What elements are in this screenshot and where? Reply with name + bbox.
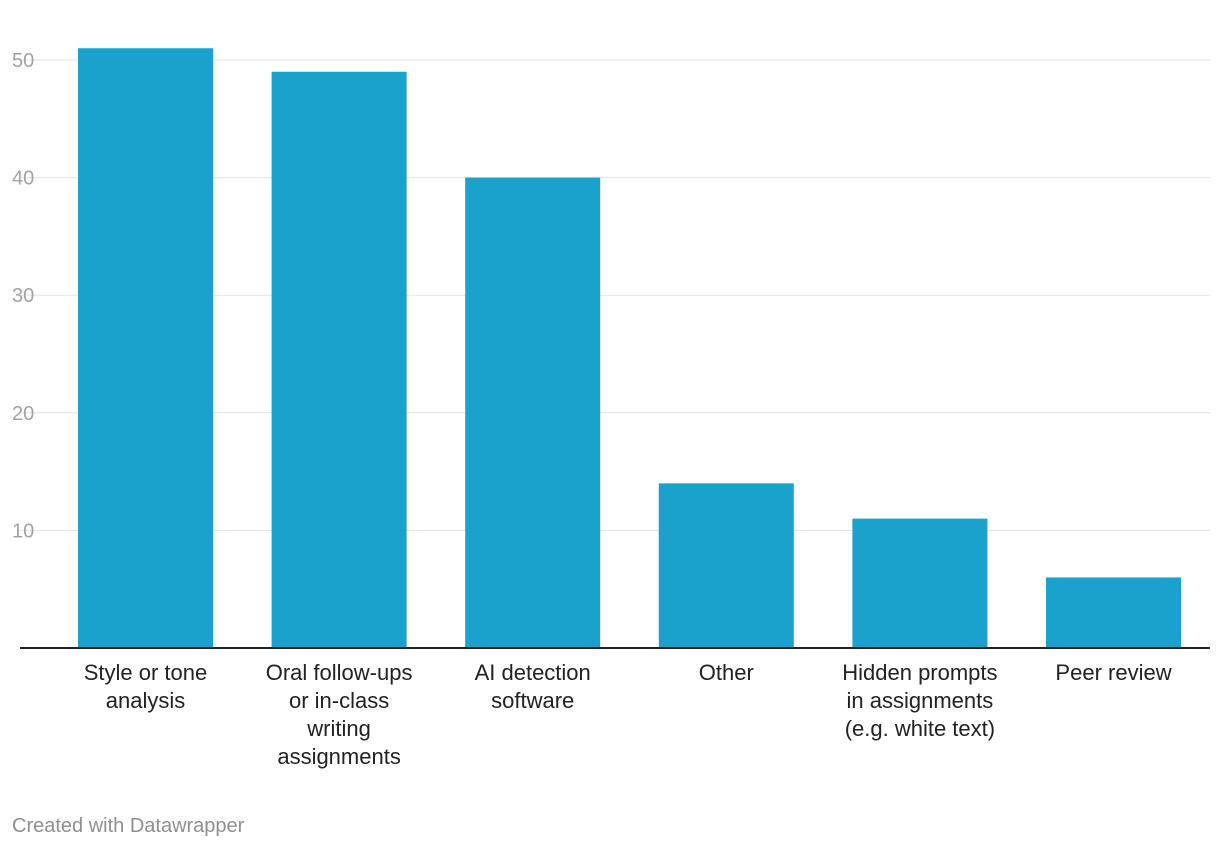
gridlines: [20, 59, 1210, 531]
y-tick-label: 40: [12, 168, 34, 190]
x-category-label: Other: [699, 660, 754, 685]
bar: [78, 48, 213, 649]
y-tick-label: 10: [12, 520, 34, 542]
x-category-label: AI detection software: [475, 660, 591, 713]
x-axis-category-labels: Style or tone analysis Oral follow-ups or i…: [84, 660, 1172, 769]
x-category-label: Style or tone analysis: [84, 660, 208, 713]
bar: [658, 483, 794, 648]
x-category-label: Peer review: [1055, 660, 1171, 685]
bars: [78, 48, 1181, 649]
bar: [852, 518, 988, 648]
y-tick-label: 20: [12, 403, 34, 425]
y-tick-label: 50: [12, 50, 34, 72]
x-category-label: Hidden prompts in assignments (e.g. white …: [842, 660, 997, 741]
y-tick-label: 30: [12, 285, 34, 307]
bar: [1046, 577, 1181, 648]
bar: [465, 177, 601, 648]
x-category-label: Oral follow-ups or in-class writing assignm…: [266, 660, 413, 769]
y-axis-ticks: 10 20 30 40 50: [12, 50, 34, 542]
datawrapper-credit: Created with Datawrapper: [12, 815, 245, 837]
bar: [271, 71, 407, 648]
